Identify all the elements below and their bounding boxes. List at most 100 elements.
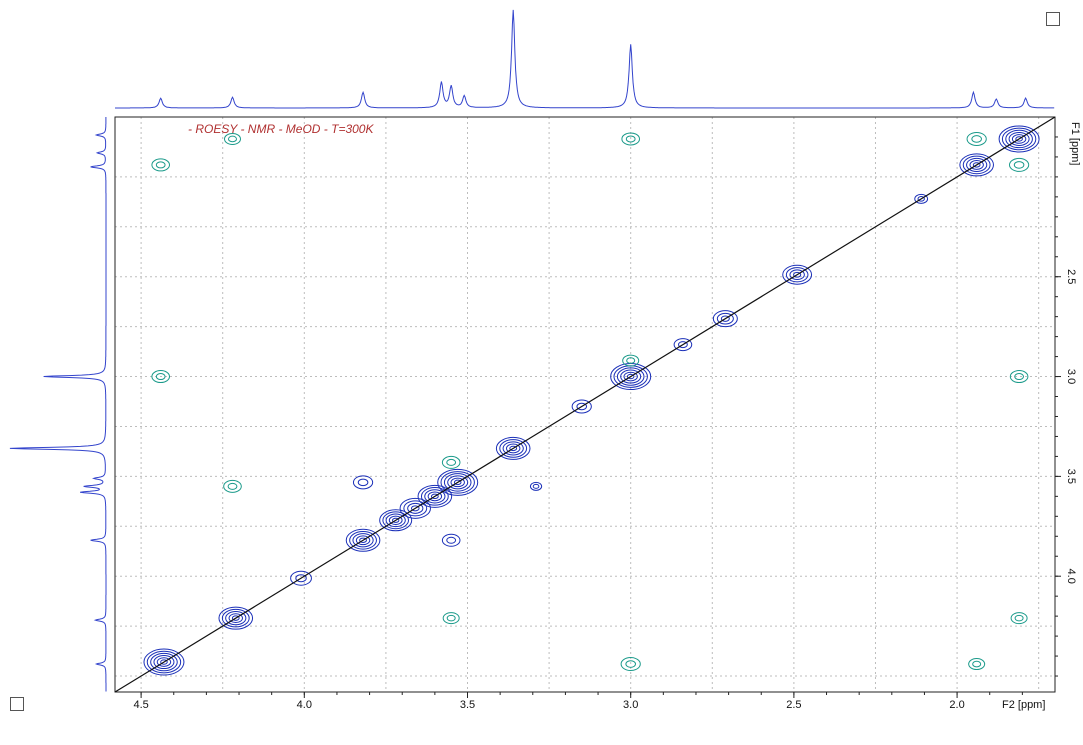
- diagonal-peak-ring: [969, 160, 984, 170]
- cross-peak-ring: [622, 354, 640, 367]
- diagonal-peak-ring: [914, 193, 929, 204]
- diagonal-peak-ring: [420, 487, 449, 506]
- f2-projection: [115, 9, 1055, 109]
- cross-peak-ring: [155, 373, 166, 381]
- cross-peak-ring: [155, 161, 166, 169]
- diagonal-peak-ring: [349, 530, 377, 550]
- cross-peak: [620, 657, 641, 672]
- diagonal-peak: [914, 193, 929, 204]
- cross-peak-ring: [441, 533, 461, 547]
- diagonal-peak-ring: [620, 369, 642, 384]
- diagonal-peak: [712, 310, 738, 328]
- diagonal-peak-ring: [424, 489, 446, 504]
- f1-projection-trace: [9, 117, 107, 692]
- diagonal-peak-ring: [447, 475, 469, 490]
- diagonal-peak-ring: [437, 468, 479, 496]
- diagonal-peak-ring: [576, 402, 588, 411]
- y-axis-label: F1 [ppm]: [1069, 122, 1081, 165]
- diagonal-peak: [782, 264, 813, 285]
- y-tick-label: 3.5: [1065, 469, 1077, 484]
- y-tick-label: 4.0: [1065, 569, 1077, 584]
- cross-peak-ring: [223, 479, 242, 493]
- diagonal-peak-ring: [509, 445, 518, 452]
- x-axis-ticks: 4.5 4.0 3.5 3.0 2.5 2.0: [133, 692, 1023, 711]
- diagonal-line: [114, 116, 1056, 693]
- cross-peak: [621, 132, 640, 146]
- diagonal-peak-ring: [443, 473, 472, 492]
- diagonal-peak: [218, 606, 254, 630]
- cross-peak-ring: [441, 455, 461, 469]
- corner-checkbox-top[interactable]: [1046, 12, 1060, 26]
- cross-peak-ring: [446, 458, 457, 466]
- cross-peak: [151, 370, 170, 384]
- diagonal-peak-ring: [403, 500, 428, 517]
- cross-peak: [151, 158, 170, 172]
- diagonal-peak-ring: [623, 371, 638, 382]
- diagonal-peak-ring: [712, 310, 738, 328]
- diagonal-peak-ring: [417, 484, 453, 508]
- grid-layer: [115, 117, 1055, 692]
- diagonal-peak: [495, 436, 531, 460]
- diagonal-peak-ring: [153, 655, 175, 670]
- diagonal-peak-ring: [399, 497, 431, 519]
- diagonal-peak-ring: [962, 155, 991, 175]
- cross-peak: [622, 354, 640, 367]
- diagonal-peak-ring: [716, 312, 734, 325]
- diagonal-peak-ring: [143, 648, 185, 676]
- diagonal-peak-ring: [626, 373, 635, 380]
- cross-peak-ring: [1014, 373, 1024, 381]
- diagonal-peak: [998, 125, 1040, 153]
- cross-peak-ring: [227, 482, 238, 490]
- cross-peak-ring: [1008, 157, 1030, 172]
- diagonal-peak-ring: [345, 528, 381, 552]
- diagonal-peak-ring: [793, 271, 802, 278]
- x-tick-label: 3.0: [623, 699, 638, 711]
- diagonal-peak-ring: [231, 615, 240, 621]
- diagonal-peak: [673, 338, 693, 352]
- cross-peak: [223, 479, 242, 493]
- diagonal-peak-ring: [1001, 127, 1037, 151]
- diagonal-peak-ring: [382, 511, 409, 530]
- diagonal-peak-ring: [156, 657, 172, 667]
- cross-peak-ring: [228, 135, 237, 143]
- diagonal-peak-ring: [218, 606, 254, 630]
- diagonal-peak-ring: [146, 650, 182, 674]
- y-tick-label: 2.5: [1065, 269, 1077, 284]
- x-tick-label: 4.5: [133, 699, 148, 711]
- diagonal-peak-ring: [150, 652, 178, 672]
- cross-peak-ring: [446, 614, 456, 622]
- diagonal-peak-ring: [225, 611, 247, 626]
- cross-peak-ring: [446, 536, 457, 544]
- diagonal-peak-ring: [391, 517, 400, 523]
- diagonal-peak-ring: [1008, 131, 1030, 146]
- contour-peaks: [143, 125, 1040, 676]
- cross-peak: [441, 455, 461, 469]
- diagonal-peak-ring: [453, 479, 462, 486]
- diagonal-peak-ring: [228, 613, 243, 624]
- diagonal-peak-ring: [430, 493, 439, 500]
- corner-checkbox-bottom[interactable]: [10, 697, 24, 711]
- diagonal-peak: [399, 497, 431, 519]
- diagonal-peak-ring: [160, 659, 168, 665]
- cross-peak-ring: [625, 660, 636, 668]
- cross-peak-ring: [357, 478, 369, 487]
- diagonal-peak-ring: [450, 477, 465, 488]
- cross-peak: [442, 612, 460, 625]
- x-tick-label: 4.0: [297, 699, 312, 711]
- diagonal-peak-ring: [352, 533, 374, 548]
- diagonal-peak: [571, 399, 592, 414]
- diagonal-peak-ring: [966, 157, 988, 173]
- cross-peak-ring: [1013, 161, 1025, 169]
- diagonal-peak-ring: [571, 399, 592, 414]
- diagonal-peak: [959, 153, 994, 177]
- cross-peak: [966, 131, 987, 146]
- y-axis-ticks: 2.5 3.0 3.5 4.0: [1055, 136, 1077, 677]
- cross-peak: [1009, 370, 1029, 384]
- cross-peak: [441, 533, 461, 547]
- diagonal-peak-ring: [917, 196, 925, 202]
- diagonal-peak: [437, 468, 479, 496]
- diagonal-peak-ring: [1015, 136, 1023, 142]
- diagonal-peak-ring: [959, 153, 994, 177]
- diagonal-peak-ring: [720, 315, 730, 322]
